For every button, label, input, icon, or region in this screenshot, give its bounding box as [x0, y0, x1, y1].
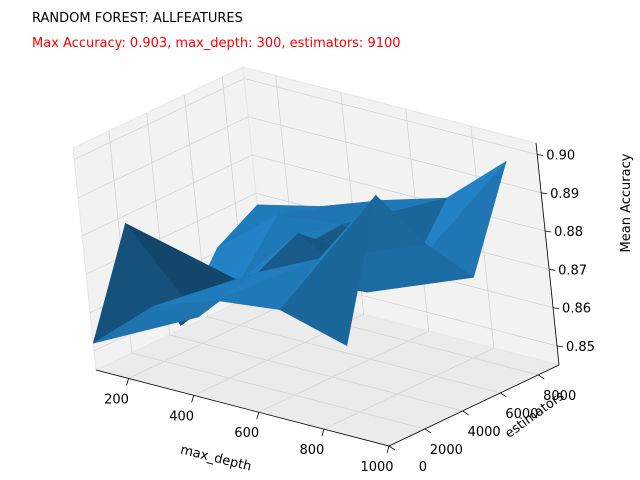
grid-line-y [146, 112, 463, 412]
y-axis-line [388, 364, 560, 447]
z-tick-label: 0.90 [546, 148, 575, 163]
x-axis-label: max_depth [179, 443, 253, 475]
x-tick [191, 395, 195, 403]
y-tick-label: 0 [419, 460, 427, 475]
grid-line-z [78, 116, 542, 199]
surface-face [152, 272, 258, 307]
z-tick [549, 268, 556, 271]
y-tick-label: 8000 [543, 389, 576, 404]
grid-line-y [184, 94, 501, 394]
z-tick-label: 0.86 [562, 302, 591, 317]
y-tick [500, 392, 507, 398]
y-tick [538, 374, 545, 380]
x-tick [386, 445, 390, 454]
z-tick-label: 0.87 [558, 263, 587, 278]
grid-line-x [193, 92, 365, 396]
z-axis-line [535, 142, 560, 366]
grid-line-z [74, 78, 538, 160]
chart-title: RANDOM FOREST: ALLFEATURES [32, 11, 243, 26]
x-tick [126, 378, 129, 386]
y-tick [388, 445, 396, 451]
chart-subtitle: Max Accuracy: 0.903, max_depth: 300, est… [32, 36, 401, 51]
z-tick-label: 0.88 [554, 225, 583, 240]
surface-face [279, 194, 377, 347]
z-tick [545, 230, 552, 233]
x-axis-line [95, 369, 390, 447]
y-tick-label: 6000 [505, 407, 538, 422]
surface-face [214, 258, 320, 310]
y-tick [424, 428, 432, 434]
z-tick-label: 0.85 [566, 340, 595, 355]
x-tick [256, 412, 260, 420]
grid-line-y [108, 130, 426, 430]
y-tick-label: 4000 [468, 425, 501, 440]
z-axis-label: Mean Accuracy [619, 153, 634, 252]
x-tick [321, 429, 325, 437]
x-tick-label: 200 [104, 392, 129, 407]
y-tick [462, 410, 469, 416]
x-tick-label: 400 [169, 409, 194, 424]
surface-face [93, 306, 199, 344]
z-tick [537, 154, 544, 156]
axis-lines [95, 142, 560, 447]
z-tick-label: 0.89 [550, 187, 579, 202]
z-tick [541, 192, 548, 195]
z-tick [556, 345, 564, 348]
x-tick-label: 1000 [360, 460, 393, 475]
x-tick-label: 800 [299, 443, 324, 458]
grid-line-x [258, 109, 430, 413]
x-tick-label: 600 [234, 426, 259, 441]
surface [92, 161, 507, 347]
y-tick-label: 2000 [430, 443, 463, 458]
z-tick [552, 307, 560, 309]
